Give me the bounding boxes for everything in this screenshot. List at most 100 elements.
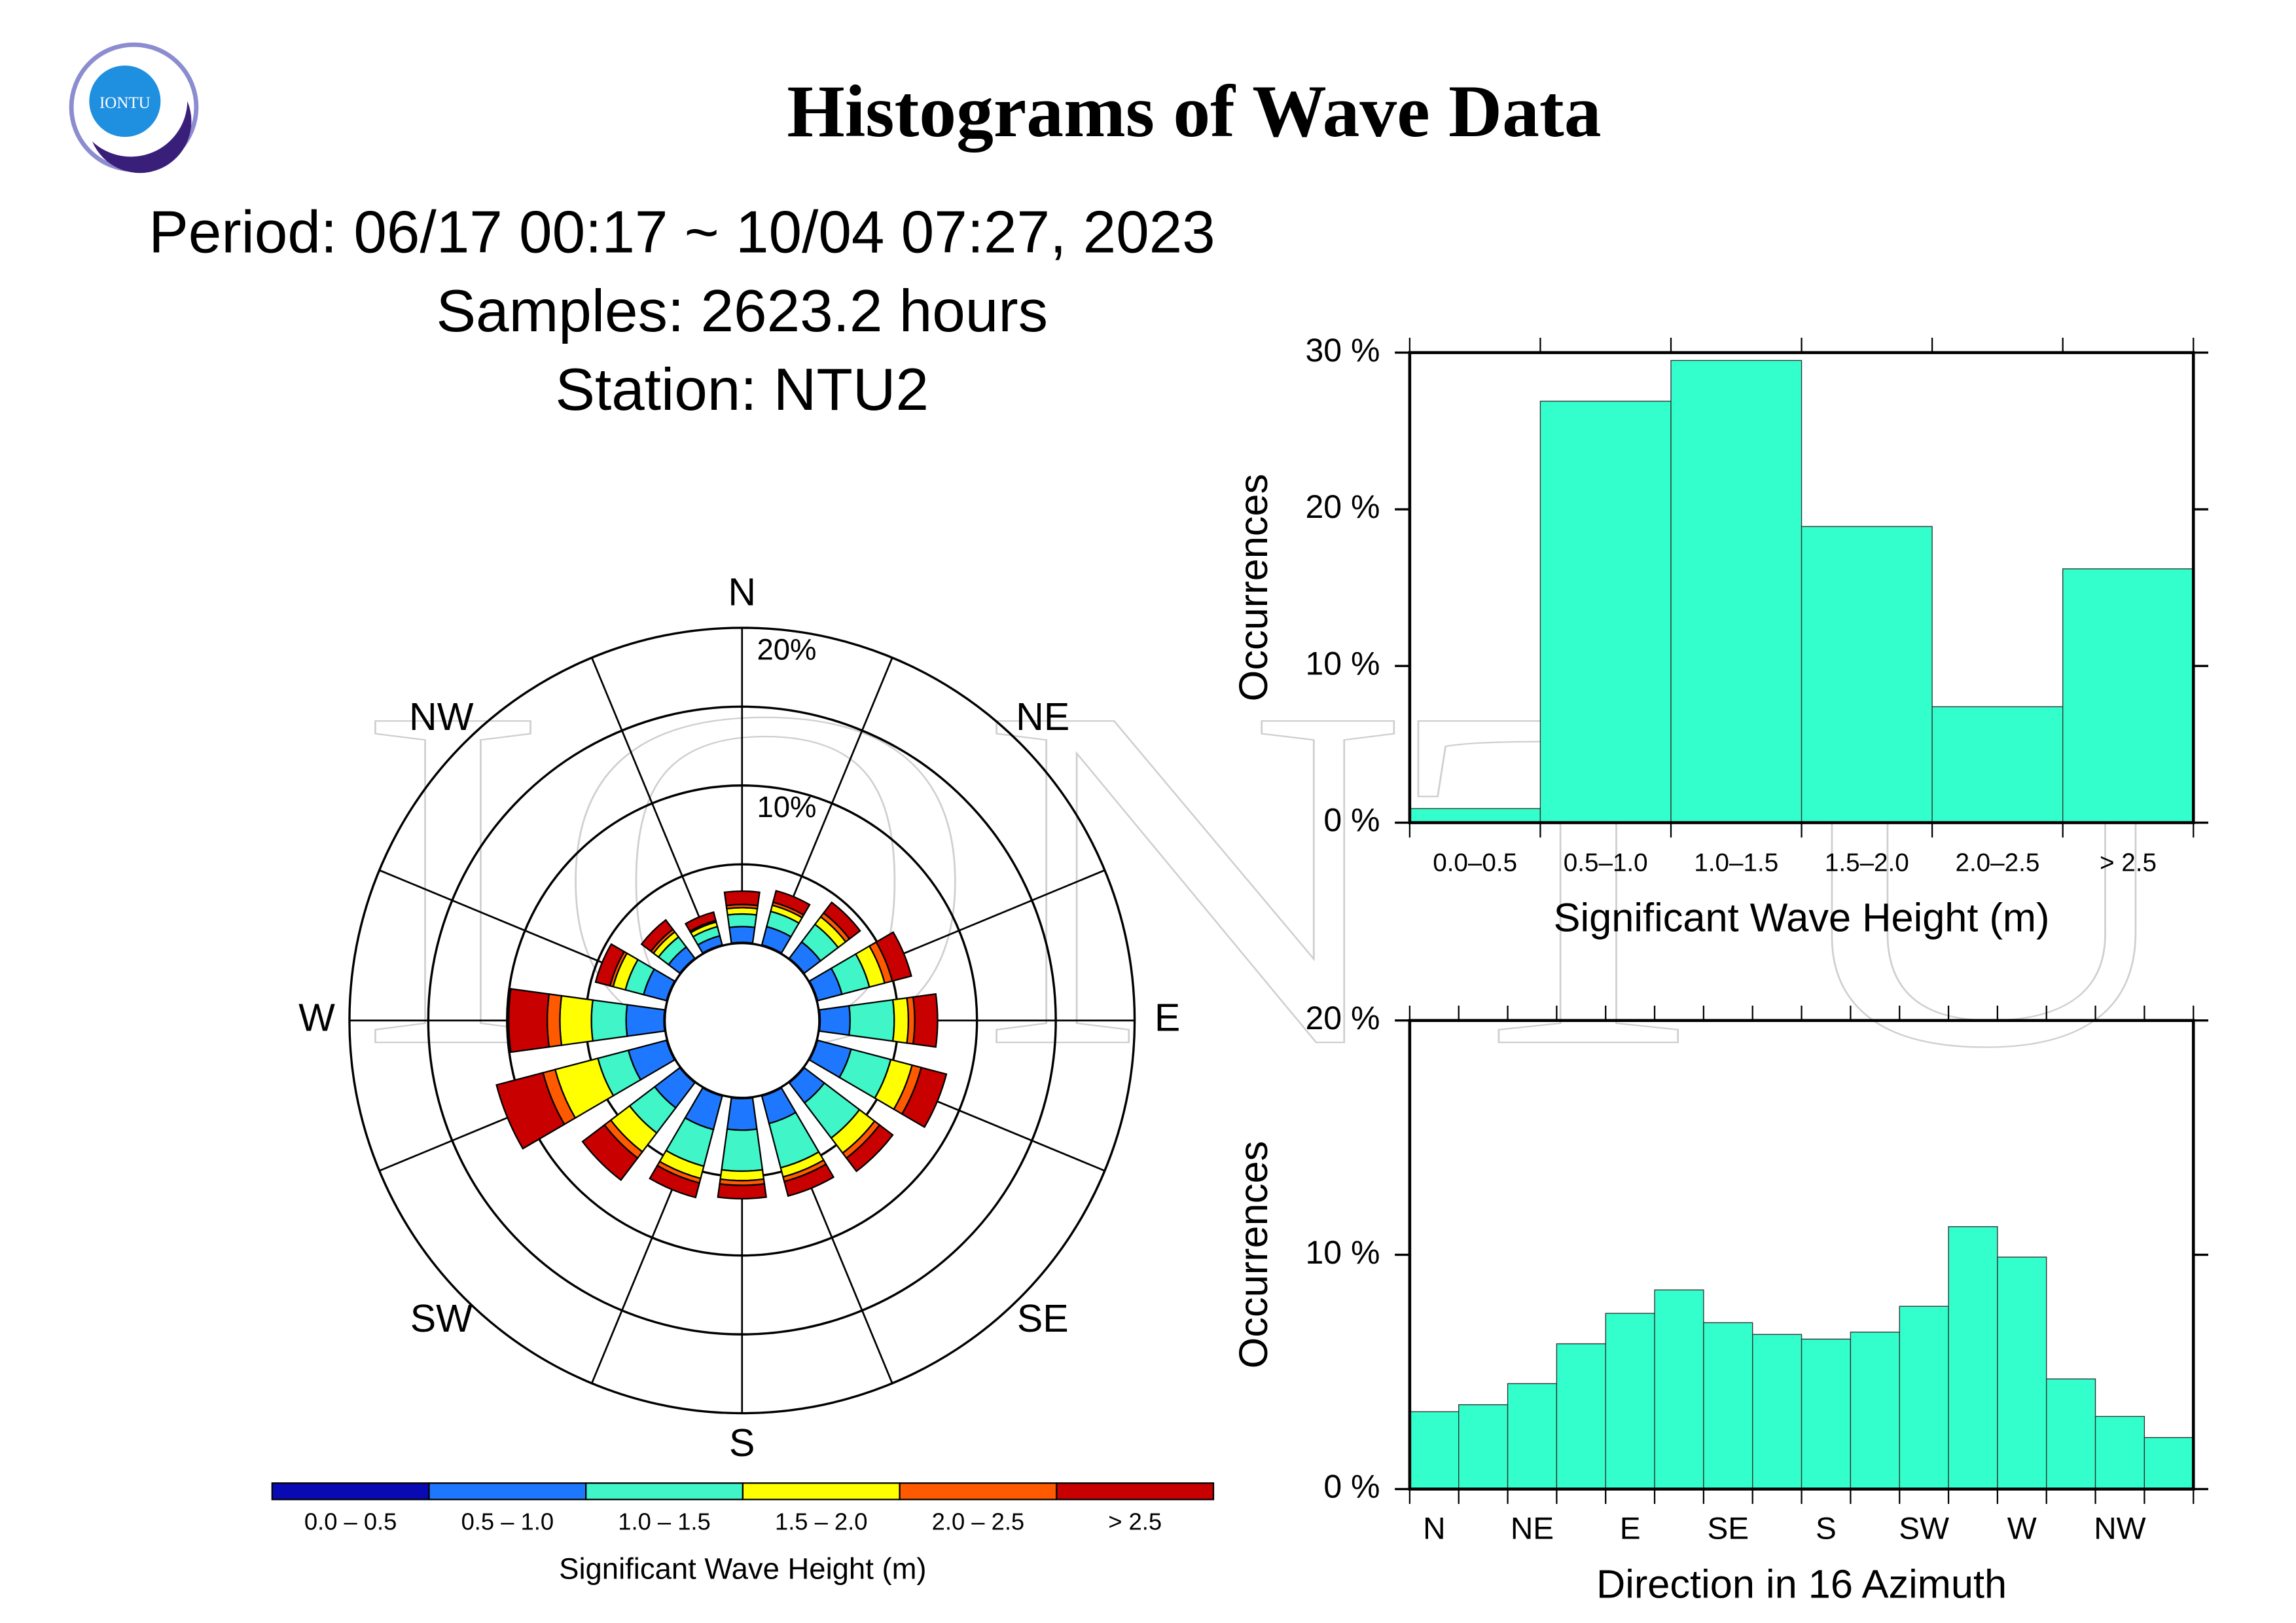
legend-swatch <box>742 1482 901 1501</box>
period: Period: 06/17 00:17 ~ 10/04 07:27, 2023 <box>149 199 1215 265</box>
legend-label: 1.5 – 2.0 <box>775 1508 867 1535</box>
legend-label: 0.0 – 0.5 <box>304 1508 397 1535</box>
bar <box>1801 526 1933 824</box>
y-tick-label: 20 % <box>1306 1000 1380 1036</box>
bar <box>2046 1378 2096 1490</box>
grid-ring <box>506 784 978 1257</box>
bar <box>1556 1343 1606 1490</box>
y-tick-label: 10 % <box>1306 1234 1380 1271</box>
bar <box>1458 1404 1509 1490</box>
bar <box>2094 1415 2145 1490</box>
bar <box>1850 1331 1900 1490</box>
x-tick-label: NE <box>1511 1512 1554 1546</box>
x-tick-label: 0.0–0.5 <box>1433 848 1517 877</box>
rose-segment <box>594 943 626 987</box>
rose-segment <box>901 1067 948 1129</box>
legend-label: 0.5 – 1.0 <box>461 1508 554 1535</box>
direction-label: W <box>298 996 335 1039</box>
x-tick-label: 1.0–1.5 <box>1694 848 1778 877</box>
logo-wave <box>92 101 192 173</box>
rose-segment <box>559 994 594 1046</box>
direction-label: SW <box>410 1297 473 1340</box>
rose-segment <box>772 890 811 917</box>
bar <box>1703 1322 1753 1490</box>
rose-segment <box>581 1123 639 1182</box>
bar <box>2062 568 2194 824</box>
rose-segment <box>891 996 910 1044</box>
x-tick-label: NW <box>2094 1512 2145 1546</box>
rose-segment <box>684 911 717 932</box>
bar <box>1997 1256 2047 1490</box>
bar <box>1899 1305 1949 1490</box>
y-tick-label: 10 % <box>1306 645 1380 682</box>
bar <box>1931 706 2064 824</box>
bar <box>1507 1383 1558 1490</box>
station: Station: NTU2 <box>555 357 929 423</box>
rose-segment <box>912 993 939 1048</box>
x-tick-label: W <box>2007 1512 2037 1546</box>
legend-swatch <box>585 1482 744 1501</box>
x-axis-label: Direction in 16 Azimuth <box>1596 1561 2007 1607</box>
rose-segment <box>719 1169 765 1182</box>
r-tick-label: 20% <box>757 632 816 666</box>
direction-label: SE <box>1017 1297 1069 1340</box>
rose-segment <box>721 1128 764 1172</box>
grid-ring <box>427 705 1057 1336</box>
rose-segment <box>495 1072 565 1150</box>
rose-segment <box>625 1004 666 1038</box>
bar <box>1801 1338 1852 1490</box>
bar <box>1654 1289 1704 1490</box>
x-axis-label: Significant Wave Height (m) <box>1554 895 2050 940</box>
legend-swatch <box>899 1482 1058 1501</box>
x-tick-label: > 2.5 <box>2100 848 2157 877</box>
y-tick-label: 20 % <box>1306 488 1380 525</box>
y-tick-label: 0 % <box>1323 1468 1380 1505</box>
bar <box>2144 1436 2194 1490</box>
legend-label: > 2.5 <box>1108 1508 1162 1535</box>
rose-segment <box>717 1182 767 1200</box>
legend-swatch <box>1056 1482 1215 1501</box>
x-tick-label: SE <box>1707 1512 1749 1546</box>
bar <box>1605 1313 1655 1490</box>
legend-title: Significant Wave Height (m) <box>559 1552 926 1585</box>
rose-segment <box>726 1097 758 1131</box>
rose-segment <box>845 1123 894 1173</box>
bar <box>1539 401 1672 824</box>
bar <box>1409 1411 1460 1490</box>
logo-text: IONTU <box>99 94 151 112</box>
grid-ring <box>348 627 1136 1415</box>
direction-label: NE <box>1016 695 1069 739</box>
bar <box>1409 808 1541 824</box>
x-tick-label: 0.5–1.0 <box>1564 848 1648 877</box>
rose-segment <box>649 1164 701 1199</box>
x-tick-label: SW <box>1899 1512 1949 1546</box>
direction-label: E <box>1155 996 1180 1039</box>
legend-swatch <box>428 1482 587 1501</box>
x-tick-label: E <box>1620 1512 1641 1546</box>
r-tick-label: 10% <box>757 790 816 824</box>
y-axis-label: Occurrences <box>1230 1141 1276 1369</box>
rose-segment <box>818 1005 851 1036</box>
x-tick-label: 2.0–2.5 <box>1955 848 2039 877</box>
legend-label: 2.0 – 2.5 <box>932 1508 1024 1535</box>
rose-segment <box>590 999 628 1042</box>
x-tick-label: N <box>1423 1512 1445 1546</box>
direction-label: S <box>729 1421 755 1465</box>
x-tick-label: S <box>1816 1512 1837 1546</box>
y-tick-label: 30 % <box>1306 332 1380 369</box>
bar <box>1752 1334 1803 1490</box>
rose-segment <box>848 998 895 1042</box>
y-axis-label: Occurrences <box>1230 474 1276 702</box>
bar <box>1670 359 1803 824</box>
logo-disc <box>89 65 161 137</box>
rose-segment <box>547 993 563 1048</box>
y-tick-label: 0 % <box>1323 802 1380 839</box>
logo: IONTU <box>69 42 199 173</box>
rose-segment <box>726 913 758 928</box>
rose-segment <box>822 901 861 940</box>
rose-hole <box>663 941 821 1099</box>
title: Histograms of Wave Data <box>787 70 1601 153</box>
rose-segment <box>728 926 756 944</box>
x-tick-label: 1.5–2.0 <box>1825 848 1909 877</box>
